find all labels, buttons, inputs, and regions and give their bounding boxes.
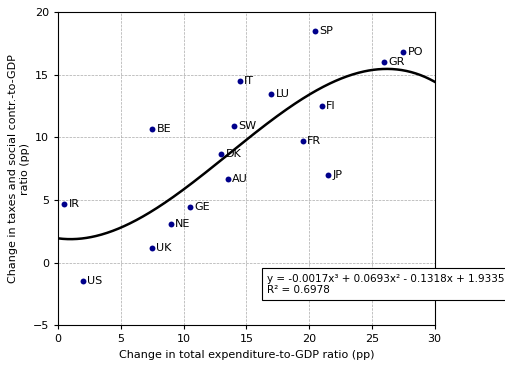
Text: SP: SP [319,26,333,36]
Text: NE: NE [175,219,190,229]
Text: UK: UK [156,243,172,252]
Text: GR: GR [388,57,404,67]
Text: IR: IR [68,199,79,209]
Point [223,176,231,182]
Point [317,103,325,109]
Text: FI: FI [325,101,335,111]
Text: GE: GE [194,202,209,212]
X-axis label: Change in total expenditure-to-GDP ratio (pp): Change in total expenditure-to-GDP ratio… [118,350,373,360]
Point [267,91,275,96]
Text: IT: IT [244,76,254,86]
Text: LU: LU [275,89,289,99]
Text: AU: AU [231,174,247,184]
Point [323,172,331,178]
Point [148,245,156,251]
Text: JP: JP [331,170,341,180]
Y-axis label: Change in taxes and social contr.-to-GDP
ratio (pp): Change in taxes and social contr.-to-GDP… [8,54,30,283]
Text: DK: DK [225,149,241,159]
Point [236,78,244,84]
Point [185,205,193,210]
Point [398,49,407,55]
Point [229,123,237,129]
Text: FR: FR [307,136,321,146]
Point [79,278,87,284]
Point [380,59,388,65]
Text: BE: BE [156,124,171,134]
Point [167,221,175,227]
Point [217,151,225,157]
Text: SW: SW [237,121,256,131]
Point [60,201,68,207]
Point [148,126,156,132]
Point [298,138,307,144]
Text: PO: PO [407,47,422,57]
Text: US: US [87,276,103,286]
Text: y = -0.0017x³ + 0.0693x² - 0.1318x + 1.9335
R² = 0.6978: y = -0.0017x³ + 0.0693x² - 0.1318x + 1.9… [267,274,503,295]
Point [311,28,319,34]
